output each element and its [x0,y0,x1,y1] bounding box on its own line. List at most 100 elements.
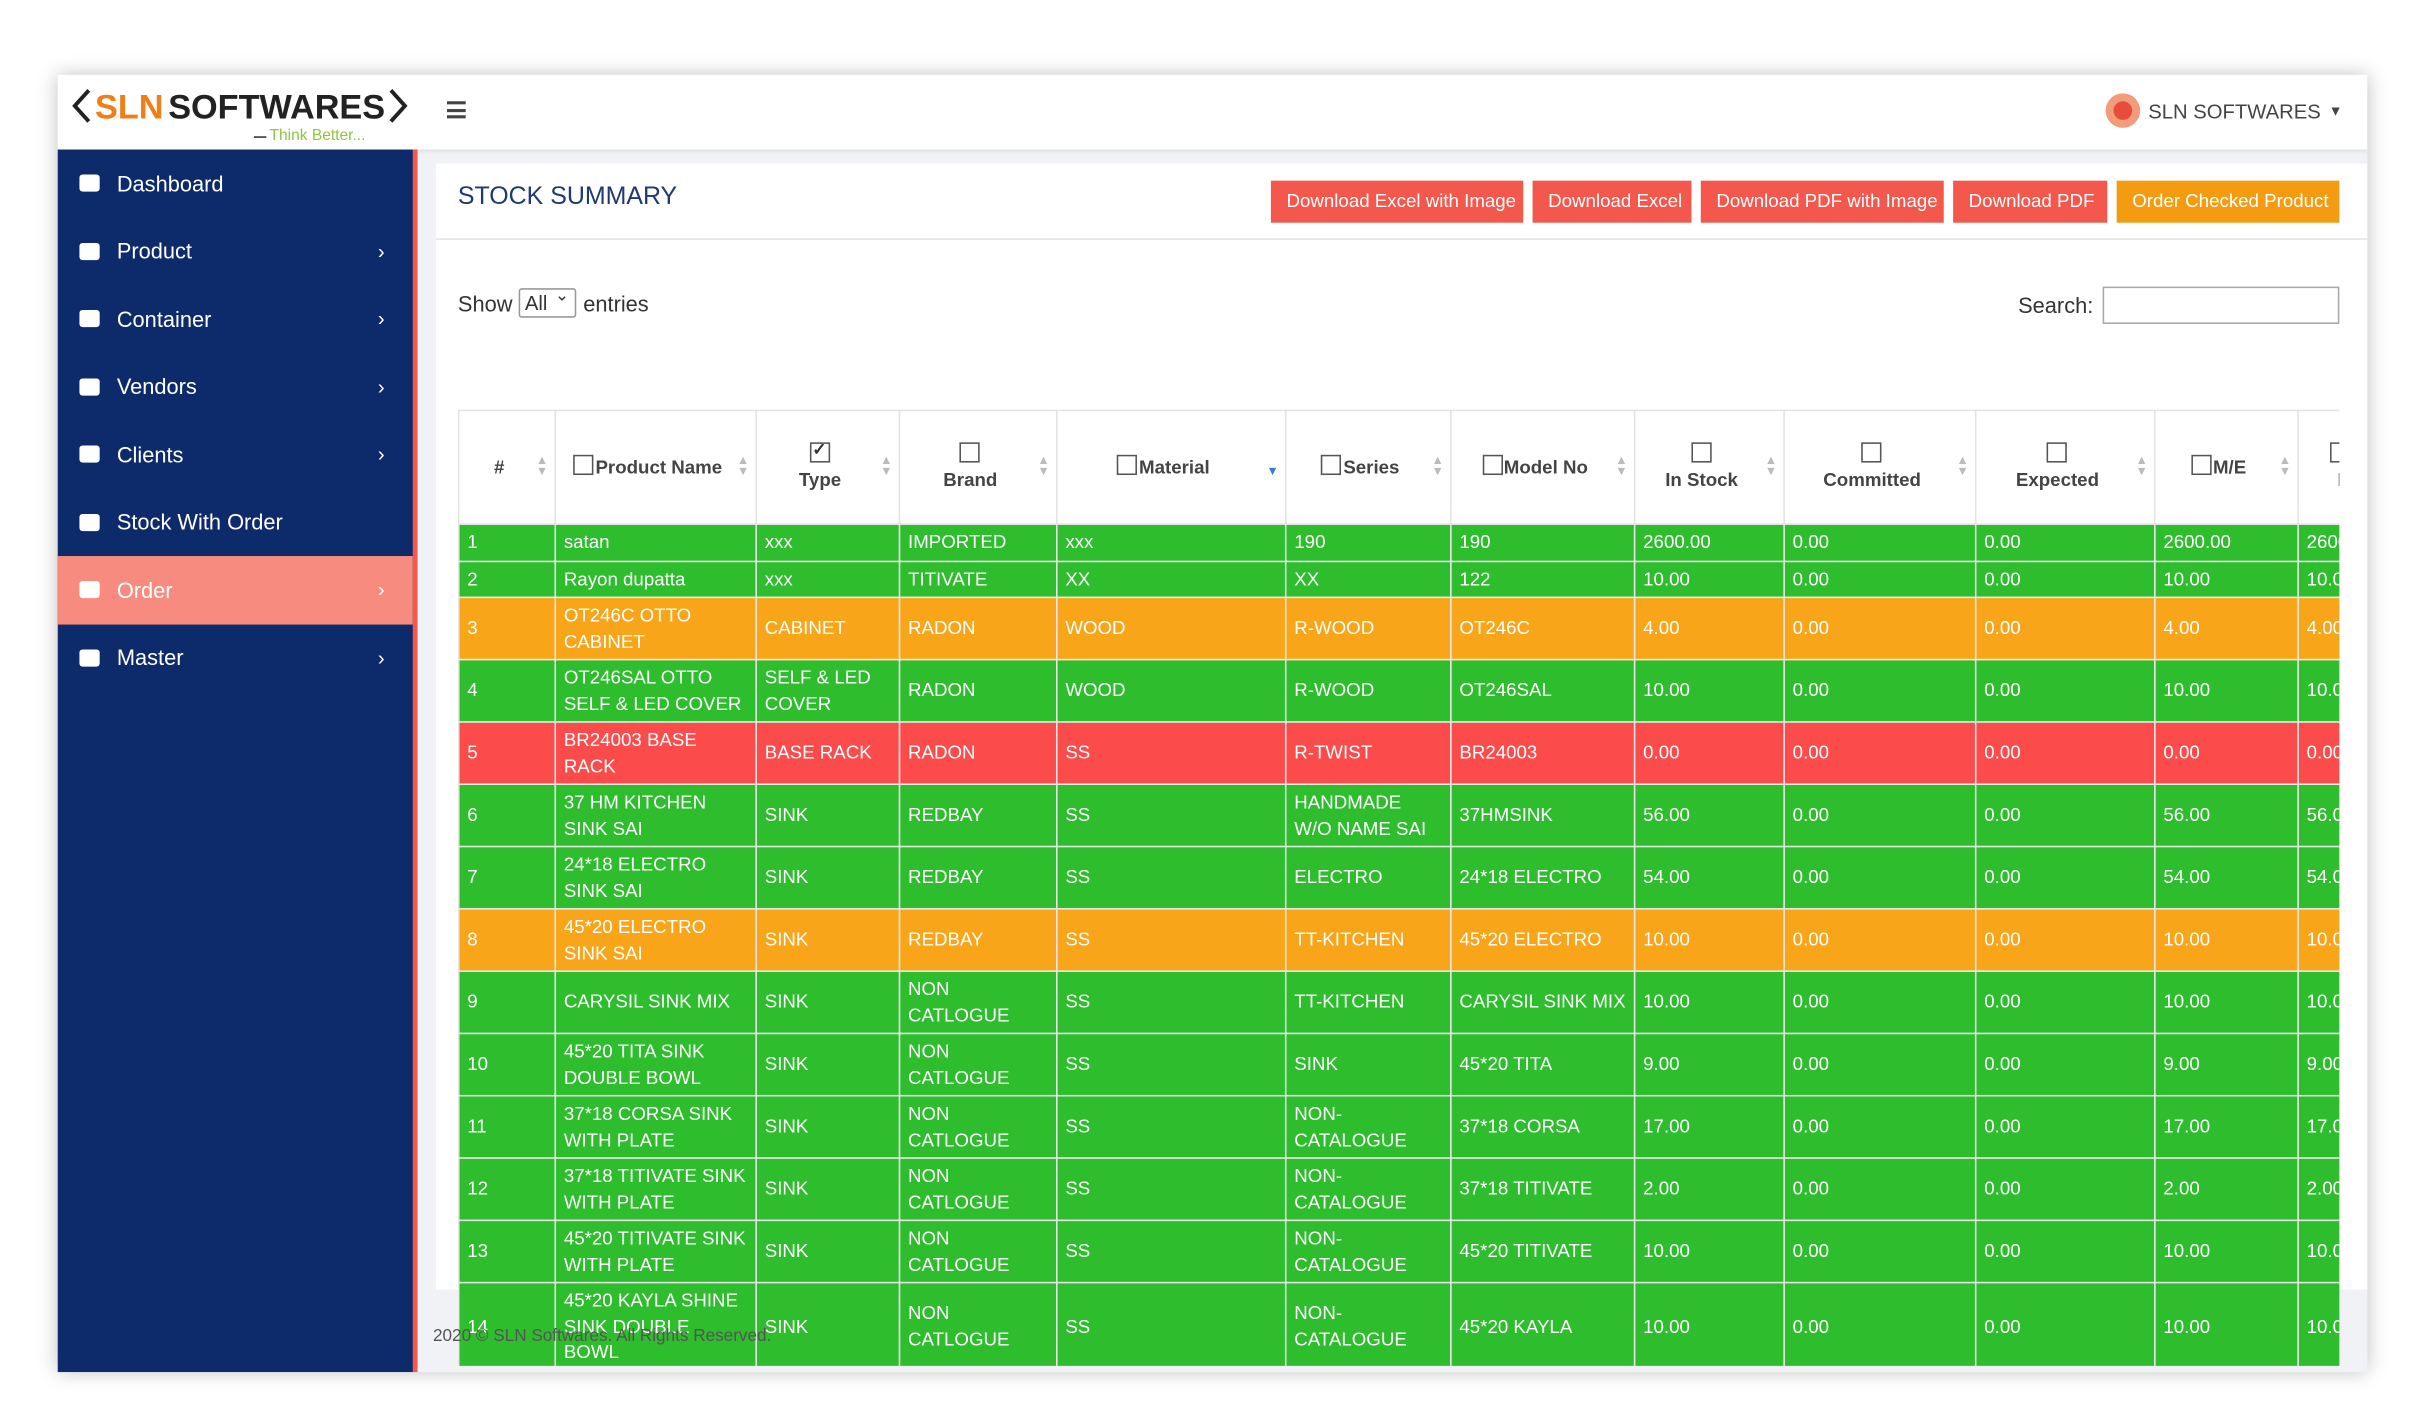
table-cell: 56.00 [2154,783,2299,848]
avatar [2106,93,2141,128]
length-select[interactable]: All [518,283,578,318]
table-cell: 37*18 CORSA [1450,1094,1636,1159]
header-checkbox[interactable] [2046,442,2067,463]
header-label: Type [798,468,842,491]
nav-item[interactable]: Master › [58,624,413,692]
column-header[interactable]: # ▲ ▼ [457,409,557,525]
header-checkbox[interactable] [809,438,830,463]
table-cell: 10.00 [2154,908,2299,972]
header-label: Expected [2015,468,2099,491]
length-control: Show All entries [458,283,649,318]
column-header[interactable]: Expected ▲ ▼ [1974,409,2156,525]
user-menu[interactable]: SLN SOFTWARES ▼ [2106,93,2342,128]
header-checkbox[interactable] [1690,442,1711,463]
table-row: 11 37*18 CORSA SINK WITH PLATE SINK NON CAT… [457,1094,2340,1159]
table-cell: SINK [755,783,901,848]
nav-item[interactable]: Vendors › [58,353,413,421]
header-checkbox[interactable] [2191,454,2212,476]
download-button[interactable]: Download Excel with Image [1270,180,1524,223]
table-row: 6 37 HM KITCHEN SINK SAI SINK REDBAY SS HANDM… [457,783,2340,848]
column-header[interactable]: Committed ▲ ▼ [1783,409,1977,525]
download-button[interactable]: Download PDF with Image [1700,180,1944,223]
nav-item[interactable]: Dashboard [58,150,413,218]
table-cell: SS [1055,721,1287,785]
table-cell: 0.00 [1974,1157,2156,1222]
table-cell: 54.00 [2297,845,2340,910]
download-button[interactable]: Order Checked Product [2116,180,2340,223]
table-cell: NON-CATALOGUE [1284,1219,1452,1284]
table-cell: 45*20 ELECTRO [1450,908,1636,972]
table-cell: 7 [457,845,557,910]
table-cell: 56.00 [1633,783,1785,848]
column-header[interactable]: M/E ▲ ▼ [2154,409,2299,525]
table-cell: NON-CATALOGUE [1284,1157,1452,1222]
table-cell: SINK [755,970,901,1035]
table-cell: CARYSIL SINK MIX [554,970,757,1035]
header-checkbox[interactable] [1117,454,1138,476]
table-cell: 0.00 [1974,1219,2156,1284]
table-cell: 0.00 [1783,908,1977,972]
header-checkbox[interactable] [2330,442,2340,463]
sort-icon: ▲ ▼ [1764,453,1778,479]
table-cell: 0.00 [1783,559,1977,599]
table-cell: 10.00 [2154,1219,2299,1284]
table-cell: 9.00 [2154,1032,2299,1097]
column-header[interactable]: Series ▲ ▼ [1284,409,1452,525]
table-cell: SINK [755,845,901,910]
table-cell: 17.00 [2297,1094,2340,1159]
download-button[interactable]: Download Excel [1532,180,1692,223]
table-cell: 1 [457,523,557,562]
footer: 2020 © SLN Softwares. All Rights Reserve… [432,1326,772,1346]
search-input[interactable] [2102,286,2340,324]
table-cell: 0.00 [1783,845,1977,910]
column-header[interactable]: Product Name ▲ ▼ [554,409,757,525]
table-cell: 4.00 [2297,596,2340,661]
table-row: 12 37*18 TITIVATE SINK WITH PLATE SINK NON … [457,1157,2340,1222]
table-cell: 4.00 [1633,596,1785,661]
table-cell: 45*20 KAYLA SHINE SINK DOUBLE BOWL [554,1281,757,1366]
column-header[interactable]: Type ▲▼ [755,409,901,525]
table-cell: WOOD [1055,596,1287,661]
table-cell: XX [1055,559,1287,599]
column-header[interactable]: Material ▼ [1055,409,1287,525]
nav-item[interactable]: Container › [58,285,413,353]
table-cell: R-WOOD [1284,658,1452,723]
table-cell: 11 [457,1094,557,1159]
table-cell: 10.00 [2297,658,2340,723]
table-cell: 0.00 [1974,721,2156,785]
table-cell: 0.00 [2154,721,2299,785]
header-checkbox[interactable] [1321,454,1342,476]
table-cell: 2600.00 [2297,523,2340,562]
nav-item[interactable]: Stock With Order [58,488,413,556]
table-cell: 10.00 [2154,559,2299,599]
table-cell: CARYSIL SINK MIX [1450,970,1636,1035]
download-button[interactable]: Download PDF [1953,180,2108,223]
column-header[interactable]: Brand ▲ ▼ [898,409,1058,525]
table-cell: 10.00 [1633,1281,1785,1366]
nav-icon [79,310,100,328]
table-cell: xxx [755,523,901,562]
menu-toggle[interactable] [447,101,466,119]
table-cell: NON CATLOGUE [898,1094,1058,1159]
header-checkbox[interactable] [959,442,980,463]
sort-icon: ▼ [1266,464,1279,479]
header-label: Series [1343,456,1400,479]
column-header[interactable]: In Stock ▲ ▼ [1633,409,1785,525]
column-header[interactable]: M/E with Expected▲▼ [2297,409,2340,525]
table-cell: 0.00 [1783,1219,1977,1284]
table-cell: SINK [1284,1032,1452,1097]
nav-item[interactable]: Clients › [58,421,413,489]
table-cell: 2600.00 [1633,523,1785,562]
nav-item[interactable]: Order › [57,556,413,624]
table-cell: 10.00 [2297,970,2340,1035]
nav-icon [79,445,100,463]
table-cell: 9 [457,970,557,1035]
header-checkbox[interactable] [1861,442,1882,463]
nav-item[interactable]: Product › [58,217,413,285]
column-header[interactable]: Model No ▲ ▼ [1450,409,1636,525]
header-checkbox[interactable] [1481,454,1503,476]
table-cell: 45*20 TITIVATE [1450,1219,1636,1284]
header-checkbox[interactable] [573,454,594,476]
nav-icon [79,174,100,192]
table-cell: 0.00 [1974,908,2156,972]
